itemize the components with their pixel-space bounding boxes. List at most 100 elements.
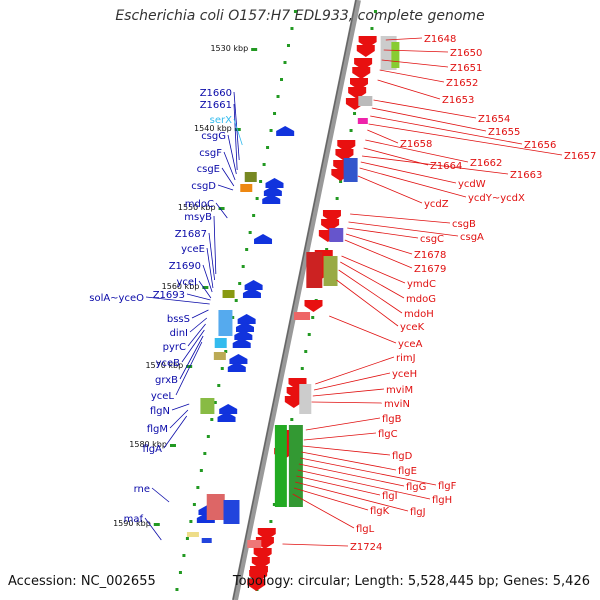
gene-arrow-forward[interactable] bbox=[304, 300, 323, 312]
gene-arrow-reverse[interactable] bbox=[276, 126, 295, 136]
gene-label-Z1648[interactable]: Z1648 bbox=[424, 34, 456, 45]
gene-label-csgC[interactable]: csgC bbox=[420, 234, 444, 245]
gene-label-serX[interactable]: serX bbox=[210, 115, 232, 126]
gene-label-csgF[interactable]: csgF bbox=[199, 148, 222, 159]
gene-label-rimJ[interactable]: rimJ bbox=[396, 353, 416, 364]
gene-arrow-reverse[interactable] bbox=[232, 338, 251, 348]
gene-label-dinI[interactable]: dinI bbox=[170, 328, 188, 339]
gene-block[interactable] bbox=[329, 228, 344, 242]
gene-arrow-forward[interactable] bbox=[356, 45, 375, 57]
gene-label-yceK[interactable]: yceK bbox=[400, 322, 425, 333]
gene-label-yceE[interactable]: yceE bbox=[181, 244, 205, 255]
gene-label-flgC[interactable]: flgC bbox=[378, 429, 398, 440]
gene-arrow-reverse[interactable] bbox=[229, 354, 248, 364]
gene-label-Z1693[interactable]: Z1693 bbox=[153, 290, 185, 301]
gene-arrow-forward[interactable] bbox=[352, 67, 371, 79]
gene-label-flgJ[interactable]: flgJ bbox=[410, 507, 426, 518]
gene-label-ycdZ[interactable]: ycdZ bbox=[424, 199, 449, 210]
gene-block[interactable] bbox=[244, 172, 257, 182]
gene-block[interactable] bbox=[299, 384, 312, 414]
gene-label-yceL[interactable]: yceL bbox=[151, 391, 175, 402]
gene-arrow-reverse[interactable] bbox=[234, 330, 253, 340]
gene-label-Z1662[interactable]: Z1662 bbox=[470, 158, 502, 169]
gene-label-flgN[interactable]: flgN bbox=[150, 406, 170, 417]
gene-arrow-reverse[interactable] bbox=[244, 280, 263, 290]
gene-label-flgE[interactable]: flgE bbox=[398, 466, 417, 477]
gene-label-Z1678[interactable]: Z1678 bbox=[414, 250, 446, 261]
gene-block[interactable] bbox=[323, 256, 338, 286]
gene-label-Z1655[interactable]: Z1655 bbox=[488, 127, 520, 138]
gene-label-yceA[interactable]: yceA bbox=[398, 339, 423, 350]
gene-label-Z1724[interactable]: Z1724 bbox=[350, 542, 382, 553]
gene-block[interactable] bbox=[213, 352, 226, 360]
gene-label-ycdW[interactable]: ycdW bbox=[458, 179, 486, 190]
gene-label-bssS[interactable]: bssS bbox=[167, 314, 190, 325]
gene-label-ycdY~ycdX[interactable]: ycdY~ycdX bbox=[468, 193, 525, 204]
gene-label-mdoH[interactable]: mdoH bbox=[404, 309, 434, 320]
gene-arrow-reverse[interactable] bbox=[263, 186, 282, 196]
gene-label-pyrC[interactable]: pyrC bbox=[163, 342, 186, 353]
gene-label-Z1656[interactable]: Z1656 bbox=[524, 140, 556, 151]
gene-block[interactable] bbox=[288, 425, 303, 507]
gene-block[interactable] bbox=[240, 184, 253, 192]
gene-arrow-reverse[interactable] bbox=[227, 362, 246, 372]
gene-arrow-forward[interactable] bbox=[284, 396, 303, 408]
gene-block[interactable] bbox=[206, 494, 225, 520]
gene-label-flgH[interactable]: flgH bbox=[432, 495, 452, 506]
gene-block[interactable] bbox=[200, 398, 215, 414]
gene-label-Z1654[interactable]: Z1654 bbox=[478, 114, 510, 125]
gene-label-Z1652[interactable]: Z1652 bbox=[446, 78, 478, 89]
gene-block[interactable] bbox=[391, 42, 400, 68]
gene-label-msyB[interactable]: msyB bbox=[184, 212, 212, 223]
gene-label-ymdC[interactable]: ymdC bbox=[407, 279, 436, 290]
gene-label-flgG[interactable]: flgG bbox=[406, 482, 426, 493]
gene-block[interactable] bbox=[186, 532, 199, 537]
gene-label-Z1687[interactable]: Z1687 bbox=[175, 229, 207, 240]
gene-block[interactable] bbox=[247, 540, 262, 548]
gene-block[interactable] bbox=[274, 425, 287, 507]
gene-label-yceH[interactable]: yceH bbox=[392, 369, 417, 380]
gene-arrow-reverse[interactable] bbox=[254, 234, 273, 244]
gene-label-grxB[interactable]: grxB bbox=[155, 375, 178, 386]
gene-label-mviN[interactable]: mviN bbox=[384, 399, 410, 410]
gene-block[interactable] bbox=[222, 290, 235, 298]
gene-arrow-reverse[interactable] bbox=[219, 404, 238, 414]
gene-block[interactable] bbox=[294, 312, 311, 320]
gene-label-flgB[interactable]: flgB bbox=[382, 414, 402, 425]
gene-block[interactable] bbox=[357, 118, 368, 124]
gene-label-Z1653[interactable]: Z1653 bbox=[442, 95, 474, 106]
gene-block[interactable] bbox=[201, 538, 212, 543]
gene-label-mdoC[interactable]: mdoC bbox=[185, 199, 214, 210]
gene-label-flgI[interactable]: flgI bbox=[382, 491, 398, 502]
gene-label-maf[interactable]: maf bbox=[124, 514, 144, 525]
gene-arrow-reverse[interactable] bbox=[265, 178, 284, 188]
gene-label-Z1657[interactable]: Z1657 bbox=[564, 151, 596, 162]
gene-label-Z1651[interactable]: Z1651 bbox=[450, 63, 482, 74]
gene-label-Z1661[interactable]: Z1661 bbox=[200, 100, 232, 111]
gene-block[interactable] bbox=[223, 500, 240, 524]
gene-label-Z1650[interactable]: Z1650 bbox=[450, 48, 482, 59]
gene-label-yceB[interactable]: yceB bbox=[156, 358, 181, 369]
gene-label-flgM[interactable]: flgM bbox=[147, 424, 168, 435]
gene-label-mdoG[interactable]: mdoG bbox=[406, 294, 436, 305]
gene-label-Z1660[interactable]: Z1660 bbox=[200, 88, 232, 99]
gene-block[interactable] bbox=[214, 338, 227, 348]
gene-label-rne[interactable]: rne bbox=[134, 484, 150, 495]
gene-label-csgE[interactable]: csgE bbox=[197, 164, 220, 175]
gene-arrow-forward[interactable] bbox=[247, 579, 266, 591]
gene-label-flgK[interactable]: flgK bbox=[370, 506, 390, 517]
gene-label-solA~yceO[interactable]: solA~yceO bbox=[89, 293, 144, 304]
gene-arrow-reverse[interactable] bbox=[235, 322, 254, 332]
gene-label-flgA[interactable]: flgA bbox=[143, 444, 163, 455]
gene-arrow-reverse[interactable] bbox=[262, 194, 281, 204]
gene-label-flgF[interactable]: flgF bbox=[438, 481, 457, 492]
gene-arrow-reverse[interactable] bbox=[242, 288, 261, 298]
gene-label-csgA[interactable]: csgA bbox=[460, 232, 484, 243]
gene-label-Z1690[interactable]: Z1690 bbox=[169, 261, 201, 272]
gene-label-flgL[interactable]: flgL bbox=[356, 524, 375, 535]
gene-label-yceI[interactable]: yceI bbox=[176, 277, 197, 288]
gene-label-csgD[interactable]: csgD bbox=[191, 181, 216, 192]
gene-arrow-reverse[interactable] bbox=[237, 314, 256, 324]
gene-arrow-reverse[interactable] bbox=[217, 412, 236, 422]
gene-block[interactable] bbox=[218, 310, 233, 336]
